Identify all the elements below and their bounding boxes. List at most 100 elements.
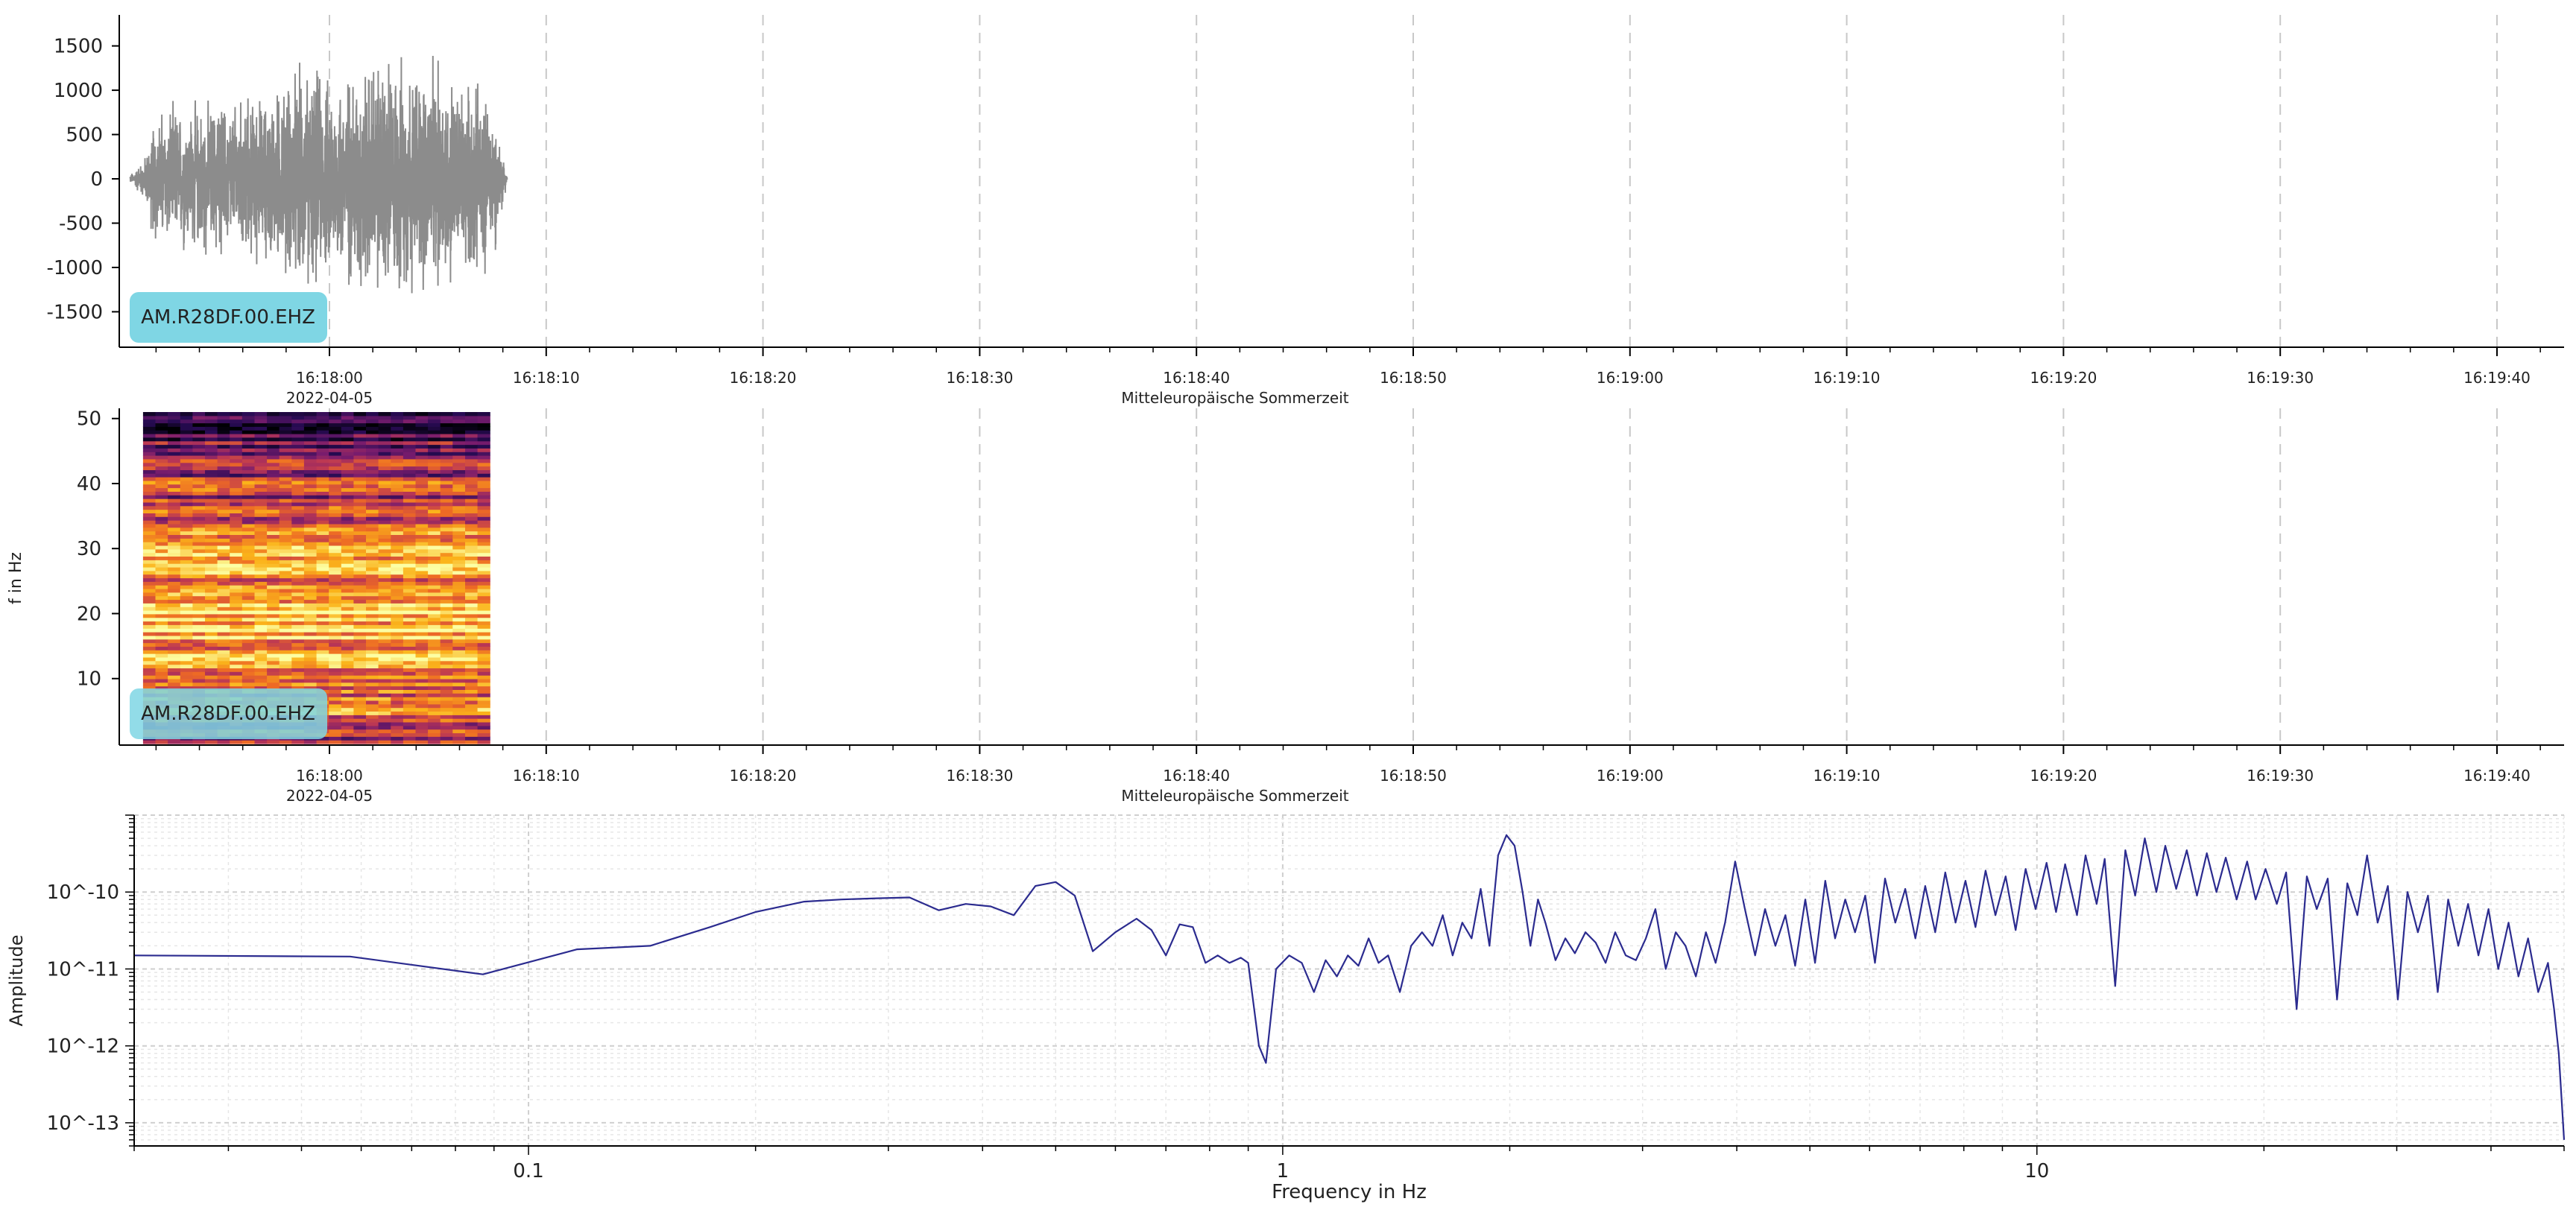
spectrogram-cell — [316, 505, 329, 510]
spectrogram-cell — [230, 513, 243, 517]
spectrogram-cell — [452, 437, 466, 442]
spectrogram-cell — [402, 520, 417, 525]
spectrogram-cell — [428, 664, 441, 668]
spectrogram-cell — [452, 718, 466, 723]
spectrogram-cell — [440, 722, 453, 726]
spectrogram-cell — [440, 635, 453, 640]
spectrogram-cell — [378, 729, 391, 734]
spectrogram-cell — [452, 498, 466, 503]
spectrogram-cell — [316, 484, 329, 489]
spectrogram-cell — [303, 434, 318, 438]
spectrogram-cell — [192, 599, 206, 604]
spectrogram-cell — [452, 711, 466, 715]
spectrogram-cell — [329, 469, 342, 474]
spectrogram-cell — [477, 668, 490, 672]
spectrogram-cell — [378, 452, 391, 456]
spectrogram-cell — [168, 542, 181, 546]
spectrogram-cell — [415, 469, 429, 474]
spectrogram-cell — [428, 462, 441, 467]
spectrogram-cell — [192, 444, 206, 449]
spectrogram-cell — [205, 458, 218, 463]
spectrogram-cell — [180, 487, 193, 492]
spectrogram-cell — [440, 574, 453, 579]
spectrogram-cell — [230, 675, 243, 680]
spectrogram-cell — [341, 531, 354, 535]
spectrogram-cell — [391, 491, 404, 495]
spectrogram-cell — [217, 577, 230, 582]
spectrogram-cell — [440, 480, 453, 485]
spectrogram-cell — [415, 682, 429, 687]
spectrogram-cell — [142, 422, 157, 427]
spectrogram-cell — [254, 577, 268, 582]
spectrogram-cell — [366, 501, 379, 507]
spectrogram-cell — [180, 452, 193, 456]
spectrogram-cell — [452, 560, 466, 564]
spectrogram-cell — [428, 498, 441, 503]
spectrogram-cell — [428, 455, 441, 460]
spectrogram-cell — [155, 570, 168, 575]
spectrogram-cell — [316, 621, 329, 625]
spectrogram-cell — [291, 527, 305, 532]
spectrogram-cell — [329, 736, 342, 741]
spectrogram-cell — [267, 513, 280, 517]
spectrogram-cell — [205, 678, 218, 683]
spectrogram-cell — [428, 581, 441, 586]
spectrogram-cell — [180, 606, 193, 611]
spectrogram-cell — [391, 480, 404, 485]
spectrogram-cell — [452, 642, 466, 647]
spectrogram-cell — [142, 509, 157, 513]
spectrogram-cell — [341, 639, 354, 644]
spectrogram-cell — [391, 664, 404, 668]
spectrogram-cell — [192, 570, 206, 575]
spectrogram-cell — [142, 577, 157, 582]
waveform-x-tick-label: 16:18:50 — [1380, 369, 1447, 387]
spectrogram-cell — [402, 437, 417, 442]
spectrogram-cell — [353, 639, 367, 644]
spectrogram-cell — [391, 531, 404, 535]
spectrogram-cell — [254, 523, 268, 528]
spectrogram-cell — [303, 487, 318, 492]
spectrogram-cell — [440, 725, 453, 730]
spectrogram-cell — [205, 480, 218, 485]
spectrogram-cell — [242, 671, 255, 676]
spectrogram-cell — [366, 520, 379, 525]
spectrogram-cell — [440, 715, 453, 719]
spectrogram-cell — [168, 656, 181, 662]
spectrogram-cell — [402, 678, 417, 683]
spectrogram-cell — [316, 736, 329, 741]
spectrogram-cell — [279, 668, 292, 672]
spectrogram-cell — [142, 660, 157, 665]
spectrogram-cell — [391, 715, 404, 719]
spectrogram-cell — [217, 585, 230, 589]
spectrogram-cell — [402, 452, 417, 456]
spectrogram-cell — [279, 545, 292, 550]
spectrogram-cell — [415, 412, 429, 417]
spectrogram-cell — [192, 552, 206, 557]
spectrogram-cell — [155, 484, 168, 489]
spectrogram-cell — [452, 610, 466, 615]
spectrogram-cell — [329, 628, 342, 633]
spectrogram-cell — [329, 732, 342, 737]
spectrogram-cell — [452, 617, 466, 622]
spectrogram-cell — [465, 671, 479, 676]
spectrogram-cell — [230, 567, 243, 571]
spectrogram-cell — [279, 656, 292, 662]
spectrogram-cell — [378, 621, 391, 625]
spectrogram-cell — [452, 466, 466, 470]
spectrogram-cell — [230, 505, 243, 510]
spectrogram-cell — [205, 581, 218, 586]
spectrogram-cell — [452, 501, 466, 507]
spectrogram-cell — [366, 477, 379, 481]
spectrogram-cell — [267, 664, 280, 668]
spectrogram-cell — [230, 642, 243, 647]
spectrogram-cell — [402, 527, 417, 532]
spectrogram-cell — [353, 656, 367, 662]
spectrogram-cell — [428, 520, 441, 525]
spectrogram-cell — [242, 444, 255, 449]
spectrogram-cell — [155, 422, 168, 427]
spectrogram-cell — [452, 650, 466, 654]
spectrogram-cell — [366, 495, 379, 499]
spectrogram-cell — [142, 556, 157, 560]
spectrogram-cell — [180, 556, 193, 560]
spectrogram-cell — [316, 678, 329, 683]
